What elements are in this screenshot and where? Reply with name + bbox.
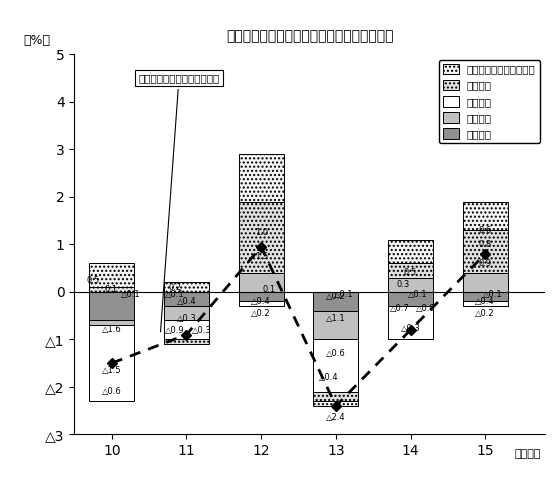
- Text: △0.4: △0.4: [475, 297, 495, 306]
- Text: △0.2: △0.2: [326, 292, 346, 301]
- Title: 第６図　国内総支出の増加率に対する寄与度: 第６図 国内総支出の増加率に対する寄与度: [226, 29, 394, 43]
- Text: 0.6: 0.6: [479, 226, 492, 235]
- Bar: [239, 154, 283, 201]
- Text: 1.5: 1.5: [255, 252, 268, 261]
- Text: △0.6: △0.6: [102, 387, 122, 396]
- Text: △0.4: △0.4: [176, 297, 196, 306]
- Bar: [314, 392, 358, 401]
- Bar: [463, 301, 508, 306]
- Text: △0.3: △0.3: [400, 325, 421, 333]
- Text: △0.6: △0.6: [326, 349, 346, 358]
- Bar: [90, 263, 134, 287]
- Text: 0.1: 0.1: [262, 285, 275, 294]
- Text: （年度）: （年度）: [515, 449, 542, 459]
- Bar: [314, 311, 358, 340]
- Text: △0.3: △0.3: [192, 327, 211, 335]
- Text: 0.5: 0.5: [87, 275, 100, 284]
- Bar: [388, 278, 433, 292]
- Bar: [90, 320, 134, 325]
- Bar: [164, 340, 209, 344]
- Text: 1.0: 1.0: [255, 228, 268, 237]
- Text: △0.3: △0.3: [176, 313, 197, 323]
- Bar: [388, 240, 433, 263]
- Bar: [90, 292, 134, 320]
- Bar: [463, 273, 508, 292]
- Text: △0.1: △0.1: [483, 290, 502, 299]
- Text: △0.2: △0.2: [475, 309, 495, 318]
- Text: △1.1: △1.1: [326, 313, 346, 323]
- Y-axis label: （%）: （%）: [24, 34, 50, 47]
- Bar: [239, 201, 283, 273]
- Text: 0.1: 0.1: [105, 285, 118, 294]
- Text: △0.9: △0.9: [165, 327, 185, 335]
- Text: 0.2: 0.2: [169, 283, 182, 292]
- Text: 0.5: 0.5: [404, 269, 417, 277]
- Bar: [463, 201, 508, 230]
- Text: △1.5: △1.5: [102, 366, 122, 375]
- Text: 0.8: 0.8: [479, 240, 492, 249]
- Text: 0.3: 0.3: [396, 280, 410, 289]
- Text: 国内総支出（名目）の伸び率: 国内総支出（名目）の伸び率: [138, 73, 220, 332]
- Text: △0.4: △0.4: [251, 297, 271, 306]
- Text: △0.1: △0.1: [334, 290, 353, 299]
- Legend: 財貨・サービスの純輸出, 家計部門, 企業部門, 地方政府, 中央政府: 財貨・サービスの純輸出, 家計部門, 企業部門, 地方政府, 中央政府: [438, 59, 540, 143]
- Bar: [239, 301, 283, 306]
- Bar: [463, 230, 508, 273]
- Text: △0.7: △0.7: [389, 304, 409, 313]
- Bar: [90, 287, 134, 292]
- Bar: [463, 292, 508, 301]
- Text: △0.4: △0.4: [319, 373, 338, 382]
- Bar: [164, 283, 209, 292]
- Bar: [239, 273, 283, 292]
- Bar: [314, 401, 358, 406]
- Bar: [388, 306, 433, 340]
- Bar: [90, 325, 134, 401]
- Text: △2.4: △2.4: [326, 413, 346, 422]
- Bar: [164, 292, 209, 306]
- Text: △0.1: △0.1: [120, 290, 140, 299]
- Bar: [388, 263, 433, 278]
- Bar: [164, 320, 209, 340]
- Text: △0.1: △0.1: [165, 290, 185, 299]
- Bar: [164, 306, 209, 320]
- Text: 0.9: 0.9: [479, 259, 492, 268]
- Text: △0.2: △0.2: [251, 309, 271, 318]
- Text: △1.6: △1.6: [102, 326, 122, 334]
- Bar: [239, 292, 283, 301]
- Bar: [314, 292, 358, 311]
- Bar: [314, 340, 358, 392]
- Text: △0.1: △0.1: [408, 290, 428, 299]
- Bar: [388, 292, 433, 306]
- Text: △0.8: △0.8: [416, 304, 435, 313]
